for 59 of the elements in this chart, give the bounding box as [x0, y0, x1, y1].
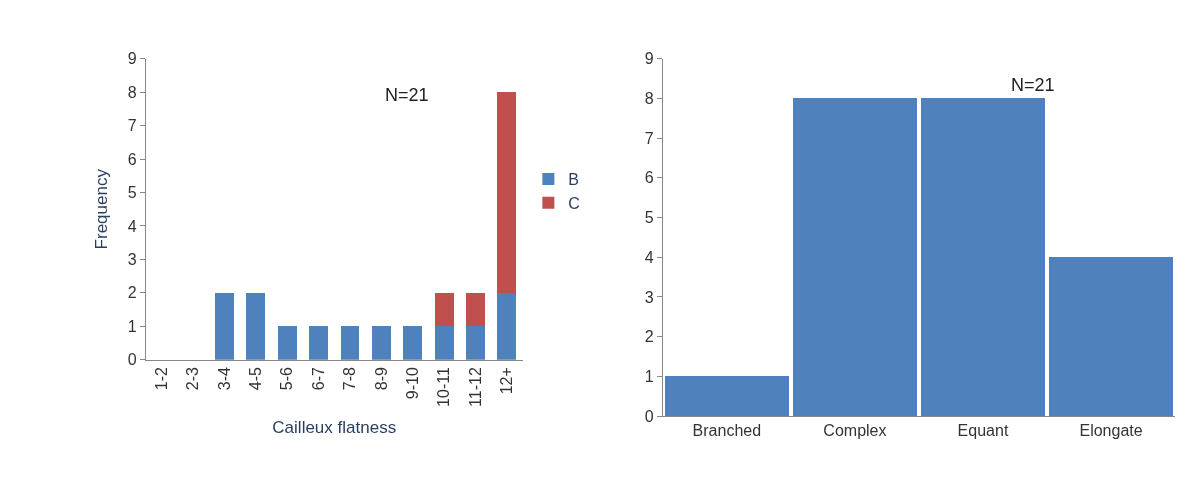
bar: [1048, 257, 1174, 416]
bar: [664, 376, 789, 416]
y-tick-label: 9: [127, 50, 137, 68]
bar: [466, 326, 485, 360]
y-tick-label: 6: [127, 150, 137, 168]
bar: [371, 326, 391, 360]
x-tick-label: 10-11: [435, 367, 453, 407]
bar: [434, 326, 454, 360]
bar: [434, 292, 454, 327]
bar: [497, 92, 517, 293]
x-tick-label: 11-12: [466, 367, 484, 407]
bar: [497, 292, 517, 360]
y-tick-label: 8: [644, 90, 654, 107]
bar: [466, 292, 485, 327]
x-tick-label: 1-2: [152, 367, 170, 391]
y-tick-label: 5: [127, 184, 137, 202]
y-tick-label: 2: [127, 284, 137, 302]
bar: [792, 98, 918, 416]
annotation: N=21: [1011, 75, 1055, 95]
bar: [246, 292, 266, 360]
x-axis-title: Cailleux flatness: [272, 418, 397, 438]
y-tick-label: 7: [127, 117, 137, 135]
x-tick-label: 2-3: [184, 367, 202, 391]
x-tick-label: 6-7: [309, 367, 327, 391]
y-tick-label: 8: [127, 83, 137, 101]
bar: [920, 98, 1046, 416]
annotation: N=21: [385, 85, 429, 105]
y-tick-label: 4: [644, 248, 654, 266]
y-tick-label: 1: [127, 317, 137, 335]
x-tick-label: 9-10: [403, 367, 421, 400]
y-tick-label: 3: [127, 251, 137, 268]
x-tick-label: Elongate: [1079, 422, 1143, 440]
y-tick-label: 3: [644, 288, 654, 306]
y-tick-label: 5: [644, 209, 654, 227]
legend-label: C: [568, 194, 580, 212]
y-tick-label: 4: [127, 217, 137, 235]
y-tick-label: 2: [644, 328, 654, 346]
y-tick-label: 9: [644, 50, 654, 68]
y-tick-label: 0: [644, 407, 654, 425]
x-tick-label: Complex: [823, 422, 887, 440]
bar: [403, 326, 423, 360]
bar: [309, 326, 328, 360]
legend-label: B: [568, 171, 580, 189]
y-tick-label: 0: [127, 351, 137, 369]
y-tick-label: 1: [644, 367, 654, 385]
y-axis-title: Frequency: [92, 168, 112, 250]
bar: [340, 326, 360, 360]
y-tick-label: 6: [644, 169, 654, 187]
x-tick-label: 12+: [498, 367, 516, 395]
x-tick-label: 8-9: [372, 367, 390, 391]
x-tick-label: Equant: [957, 422, 1009, 440]
x-tick-label: 5-6: [278, 367, 296, 391]
x-tick-label: Branched: [692, 422, 762, 440]
x-tick-label: 7-8: [341, 367, 359, 391]
bar: [214, 292, 234, 360]
bar: [277, 326, 297, 360]
y-tick-label: 7: [644, 129, 654, 147]
x-tick-label: 3-4: [215, 367, 233, 391]
x-tick-label: 4-5: [246, 367, 264, 391]
